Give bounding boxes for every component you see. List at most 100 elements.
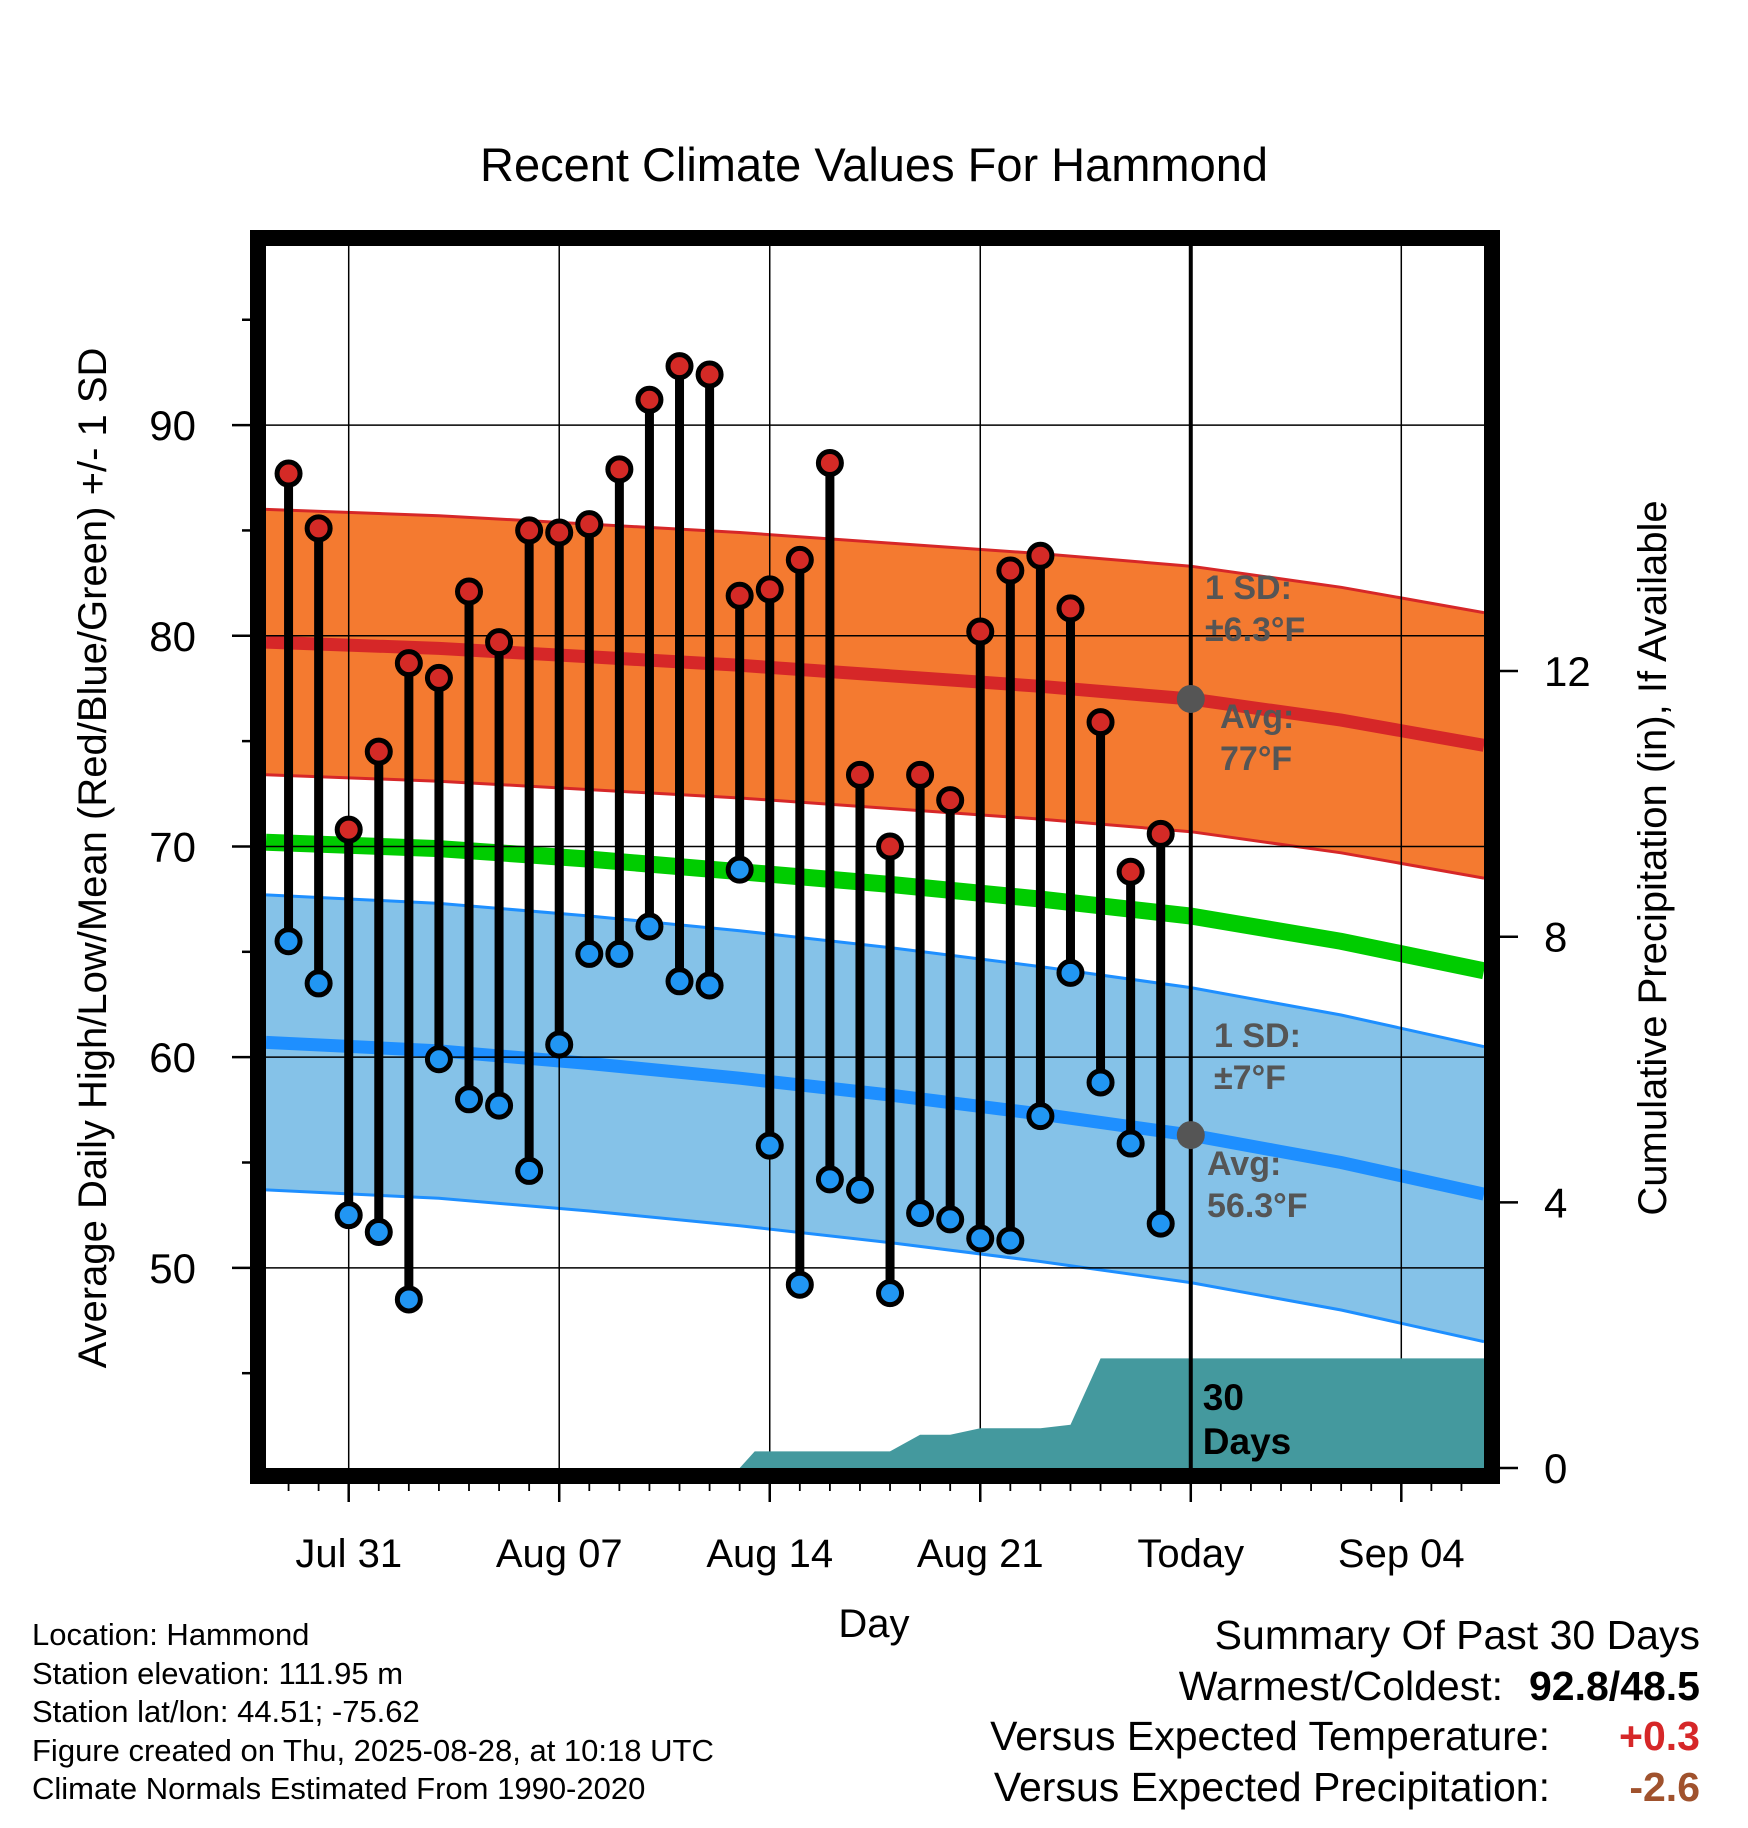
high-temp-point: [334, 815, 363, 844]
high-temp-point: [424, 663, 453, 692]
warmest-coldest-value: 92.8/48.5: [1529, 1662, 1700, 1709]
high-temp-point: [515, 516, 544, 545]
temp-departure-row: Versus Expected Temperature: +0.3: [990, 1711, 1700, 1762]
annotations: 1 SD: ±6.3°F Avg: 77°F 1 SD: ±7°F Avg: 56.3°F: [1176, 569, 1308, 1225]
elevation-text: Station elevation: 111.95 m: [32, 1655, 404, 1691]
chart-title: Recent Climate Values For Hammond: [480, 138, 1268, 191]
high-temp-point: [755, 575, 784, 604]
high-temp-point: [966, 617, 995, 646]
today-low-avg-marker: [1176, 1121, 1205, 1150]
high-sd-value: ±6.3°F: [1205, 611, 1305, 649]
x-tick-label: Sep 04: [1338, 1532, 1465, 1576]
low-temp-point: [334, 1201, 363, 1230]
latlon-text: Station lat/lon: 44.51; -75.62: [32, 1694, 420, 1729]
low-temp-point: [665, 967, 694, 996]
low-temp-point: [605, 939, 634, 968]
low-temp-point: [755, 1131, 784, 1160]
precip-departure-value: -2.6: [1629, 1763, 1700, 1810]
high-temp-point: [996, 556, 1025, 585]
summary-heading: Summary Of Past 30 Days: [1214, 1612, 1700, 1658]
high-temp-point: [815, 449, 844, 478]
low-temp-point: [394, 1285, 423, 1314]
x-tick-label: Today: [1137, 1532, 1244, 1576]
low-temp-point: [424, 1045, 453, 1074]
low-avg-value: 56.3°F: [1207, 1187, 1308, 1225]
low-temp-point: [575, 939, 604, 968]
high-temp-point: [364, 737, 393, 766]
low-temp-point: [876, 1279, 905, 1308]
low-temp-point: [906, 1199, 935, 1228]
high-temp-point: [1056, 594, 1085, 623]
high-temp-point: [1116, 857, 1145, 886]
high-temp-point: [845, 760, 874, 789]
x-tick-label: Aug 07: [496, 1532, 623, 1576]
y2-tick-label: 12: [1544, 648, 1591, 695]
y2-tick-label: 4: [1544, 1179, 1567, 1226]
low-temp-point: [1116, 1129, 1145, 1158]
low-sd-band: [266, 894, 1484, 1342]
plot-frame: [250, 230, 1500, 1484]
high-temp-point: [1146, 819, 1175, 848]
high-temp-point: [936, 786, 965, 815]
high-temp-point: [876, 832, 905, 861]
high-temp-point: [485, 628, 514, 657]
high-sd-band: [266, 509, 1484, 879]
y-tick-label: 60: [149, 1034, 196, 1081]
summary-panel: Summary Of Past 30 Days Warmest/Coldest:…: [990, 1610, 1700, 1812]
warmest-coldest-label: Warmest/Coldest:: [1178, 1662, 1503, 1709]
low-temp-point: [936, 1205, 965, 1234]
y2-axis-label: Cumulative Precipitation (in), If Availa…: [1631, 500, 1675, 1215]
created-text: Figure created on Thu, 2025-08-28, at 10…: [32, 1732, 714, 1768]
precip-departure-row: Versus Expected Precipitation: -2.6: [990, 1762, 1700, 1813]
high-temp-point: [665, 352, 694, 381]
low-sd-label: 1 SD:: [1214, 1017, 1301, 1055]
y-tick-label: 80: [149, 613, 196, 660]
high-temp-point: [725, 581, 754, 610]
daily-dots: [274, 352, 1175, 1314]
today-high-avg-marker: [1176, 684, 1205, 713]
high-temp-point: [545, 518, 574, 547]
high-temp-point: [274, 459, 303, 488]
warmest-coldest-row: Warmest/Coldest: 92.8/48.5: [990, 1661, 1700, 1712]
temp-departure-label: Versus Expected Temperature:: [990, 1713, 1550, 1759]
high-temp-point: [1086, 708, 1115, 737]
low-temp-point: [364, 1218, 393, 1247]
x-tick-label: Aug 21: [917, 1532, 1044, 1576]
high-temp-point: [394, 649, 423, 678]
precip-area: [266, 1358, 1484, 1468]
low-avg-label: Avg:: [1207, 1145, 1281, 1183]
low-temp-point: [274, 927, 303, 956]
low-temp-point: [695, 971, 724, 1000]
precip-layer: [266, 1358, 1484, 1468]
location-text: Location: Hammond: [32, 1617, 310, 1652]
low-temp-point: [485, 1091, 514, 1120]
high-temp-point: [605, 455, 634, 484]
y-tick-label: 50: [149, 1245, 196, 1292]
low-temp-point: [1056, 958, 1085, 987]
low-temp-point: [845, 1175, 874, 1204]
low-temp-point: [785, 1270, 814, 1299]
x-axis-label: Day: [838, 1602, 909, 1646]
y-axis-label: Average Daily High/Low/Mean (Red/Blue/Gr…: [71, 348, 115, 1369]
high-avg-value: 77°F: [1220, 740, 1292, 778]
daily-stems: [284, 366, 1166, 1300]
low-temp-point: [996, 1226, 1025, 1255]
low-temp-point: [635, 912, 664, 941]
high-sd-label: 1 SD:: [1205, 569, 1292, 607]
high-temp-point: [455, 577, 483, 606]
high-temp-point: [304, 514, 333, 543]
low-temp-point: [725, 855, 754, 884]
y-tick-label: 90: [149, 402, 196, 449]
y2-tick-label: 8: [1544, 914, 1567, 961]
low-temp-point: [966, 1224, 995, 1253]
low-temp-point: [545, 1030, 574, 1059]
high-temp-point: [906, 760, 935, 789]
low-temp-point: [1146, 1209, 1175, 1238]
high-avg-label: Avg:: [1220, 698, 1294, 736]
high-temp-point: [785, 545, 814, 574]
low-temp-point: [304, 969, 333, 998]
low-sd-value: ±7°F: [1214, 1059, 1286, 1097]
temp-departure-value: +0.3: [1619, 1713, 1700, 1759]
